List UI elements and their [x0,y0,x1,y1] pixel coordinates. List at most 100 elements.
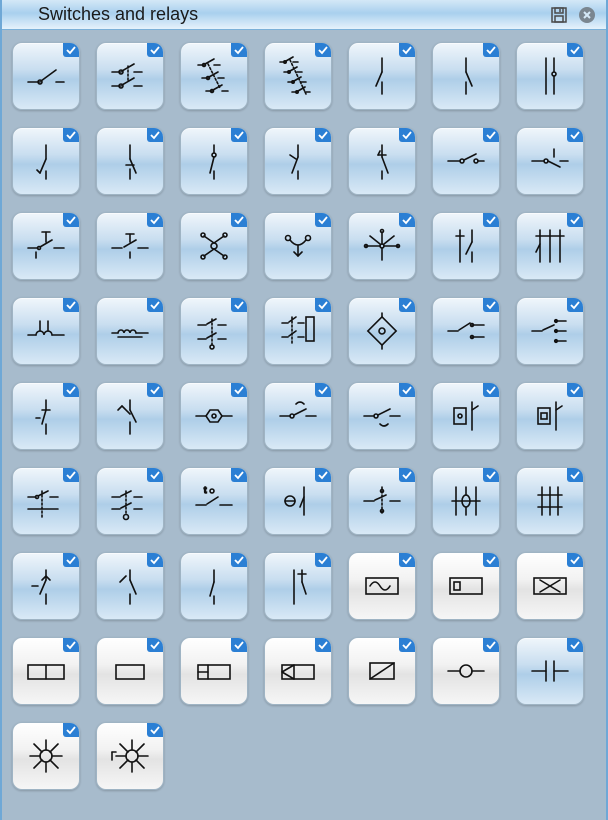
contact-transfer[interactable] [264,127,332,195]
expand-corner-icon[interactable] [63,298,79,312]
node-circle[interactable] [432,637,500,705]
expand-corner-icon[interactable] [147,298,163,312]
expand-corner-icon[interactable] [315,638,331,652]
expand-corner-icon[interactable] [483,468,499,482]
contactor-2[interactable] [96,552,164,620]
expand-corner-icon[interactable] [231,468,247,482]
expand-corner-icon[interactable] [315,298,331,312]
expand-corner-icon[interactable] [567,638,583,652]
relay-triangle[interactable] [264,637,332,705]
expand-corner-icon[interactable] [483,638,499,652]
expand-corner-icon[interactable] [315,213,331,227]
expand-corner-icon[interactable] [399,383,415,397]
expand-corner-icon[interactable] [567,468,583,482]
break-contact[interactable] [516,42,584,110]
expand-corner-icon[interactable] [567,43,583,57]
limit-switch[interactable] [432,212,500,280]
expand-corner-icon[interactable] [231,553,247,567]
expand-corner-icon[interactable] [63,638,79,652]
expand-corner-icon[interactable] [63,383,79,397]
expand-corner-icon[interactable] [567,213,583,227]
expand-corner-icon[interactable] [483,128,499,142]
expand-corner-icon[interactable] [567,553,583,567]
relay-box-1[interactable] [432,382,500,450]
expand-corner-icon[interactable] [147,468,163,482]
capacitor-symbol[interactable] [516,637,584,705]
contact-early[interactable] [348,127,416,195]
rotary-switch[interactable] [180,212,248,280]
save-icon[interactable] [548,4,570,26]
expand-corner-icon[interactable] [147,383,163,397]
expand-corner-icon[interactable] [231,43,247,57]
close-icon[interactable] [576,4,598,26]
expand-corner-icon[interactable] [147,638,163,652]
contact-co[interactable] [180,127,248,195]
relay-coil-1[interactable] [12,297,80,365]
qpst-switch[interactable] [264,42,332,110]
expand-corner-icon[interactable] [483,43,499,57]
expand-corner-icon[interactable] [567,128,583,142]
relay-contact-set[interactable] [180,297,248,365]
expand-corner-icon[interactable] [63,213,79,227]
expand-corner-icon[interactable] [315,128,331,142]
make-contact-2[interactable] [432,42,500,110]
interlock-switch[interactable] [516,212,584,280]
switch-assembly-1[interactable] [12,467,80,535]
switch-cross-2[interactable] [516,467,584,535]
delay-switch-2[interactable] [264,382,332,450]
ac-relay[interactable] [348,552,416,620]
expand-corner-icon[interactable] [147,723,163,737]
expand-corner-icon[interactable] [483,298,499,312]
expand-corner-icon[interactable] [63,128,79,142]
make-contact-1[interactable] [348,42,416,110]
expand-corner-icon[interactable] [315,553,331,567]
expand-corner-icon[interactable] [399,468,415,482]
expand-corner-icon[interactable] [399,128,415,142]
expand-corner-icon[interactable] [231,128,247,142]
relay-dpdt[interactable] [264,297,332,365]
delay-switch-1[interactable] [180,382,248,450]
tpst-switch[interactable] [180,42,248,110]
expand-corner-icon[interactable] [231,638,247,652]
expand-corner-icon[interactable] [63,553,79,567]
multiposition-switch[interactable] [348,212,416,280]
lamp-2[interactable] [96,722,164,790]
relay-diag[interactable] [348,637,416,705]
switch-assembly-3[interactable] [348,467,416,535]
expand-corner-icon[interactable] [231,298,247,312]
pushbutton-1[interactable] [12,212,80,280]
relay-polarized[interactable] [348,297,416,365]
switch-assembly-2[interactable] [96,467,164,535]
expand-corner-icon[interactable] [399,213,415,227]
expand-corner-icon[interactable] [315,383,331,397]
pushbutton-2[interactable] [96,212,164,280]
expand-corner-icon[interactable] [63,43,79,57]
contactor-4[interactable] [264,552,332,620]
expand-corner-icon[interactable] [147,553,163,567]
relay-split[interactable] [180,637,248,705]
thermal-switch-1[interactable] [12,382,80,450]
lamp-1[interactable] [12,722,80,790]
spst-switch[interactable] [12,42,80,110]
expand-corner-icon[interactable] [63,468,79,482]
time-delay-switch[interactable] [180,467,248,535]
expand-corner-icon[interactable] [399,553,415,567]
switch-2way-h[interactable] [432,297,500,365]
slow-release-relay[interactable] [432,552,500,620]
contact-no[interactable] [12,127,80,195]
expand-corner-icon[interactable] [567,383,583,397]
expand-corner-icon[interactable] [231,213,247,227]
expand-corner-icon[interactable] [483,553,499,567]
contactor-3[interactable] [180,552,248,620]
expand-corner-icon[interactable] [147,128,163,142]
relay-rect[interactable] [96,637,164,705]
thermal-switch-2[interactable] [96,382,164,450]
relay-2cell[interactable] [12,637,80,705]
relay-box-2[interactable] [516,382,584,450]
expand-corner-icon[interactable] [231,383,247,397]
dpst-switch[interactable] [96,42,164,110]
contact-nc[interactable] [96,127,164,195]
expand-corner-icon[interactable] [63,723,79,737]
expand-corner-icon[interactable] [147,43,163,57]
delay-switch-3[interactable] [348,382,416,450]
